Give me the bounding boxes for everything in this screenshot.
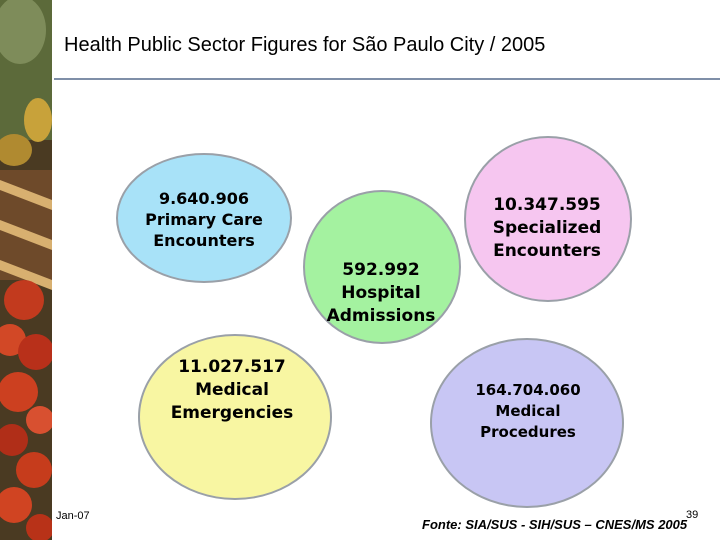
hospital-admissions-value: 592.992 <box>342 260 420 280</box>
hospital-admissions-line2: Admissions <box>326 306 436 326</box>
primary-care-label: 9.640.906 Primary Care Encounters <box>116 188 292 251</box>
specialized-encounters-line1: Specialized <box>492 218 602 238</box>
medical-emergencies-value: 11.027.517 <box>178 357 286 377</box>
source-citation: Fonte: SIA/SUS - SIH/SUS – CNES/MS 2005 <box>422 517 688 532</box>
medical-procedures-line2: Procedures <box>480 423 576 441</box>
primary-care-bubble <box>116 153 292 283</box>
primary-care-value: 9.640.906 <box>158 189 250 208</box>
primary-care-line2: Encounters <box>153 231 255 250</box>
footer-date: Jan-07 <box>56 510 90 522</box>
specialized-encounters-line2: Encounters <box>493 241 601 261</box>
medical-emergencies-line2: Emergencies <box>170 403 294 423</box>
primary-care-line1: Primary Care <box>145 210 263 229</box>
page-number: 39 <box>686 509 699 521</box>
medical-emergencies-bubble <box>138 334 332 500</box>
slide-title: Health Public Sector Figures for São Pau… <box>64 34 546 56</box>
medical-emergencies-label: 11.027.517 Medical Emergencies <box>138 356 326 425</box>
medical-procedures-value: 164.704.060 <box>475 381 581 399</box>
produce-photo-strip <box>0 0 52 540</box>
hospital-admissions-bubble <box>303 190 461 344</box>
specialized-encounters-label: 10.347.595 Specialized Encounters <box>464 194 630 263</box>
specialized-encounters-bubble <box>464 136 632 302</box>
hospital-admissions-label: 592.992 Hospital Admissions <box>303 259 459 328</box>
medical-emergencies-line1: Medical <box>195 380 269 400</box>
medical-procedures-label: 164.704.060 Medical Procedures <box>430 380 626 443</box>
medical-procedures-bubble <box>430 338 624 508</box>
specialized-encounters-value: 10.347.595 <box>493 195 601 215</box>
title-divider <box>54 78 720 80</box>
medical-procedures-line1: Medical <box>495 402 561 420</box>
hospital-admissions-line1: Hospital <box>341 283 421 303</box>
